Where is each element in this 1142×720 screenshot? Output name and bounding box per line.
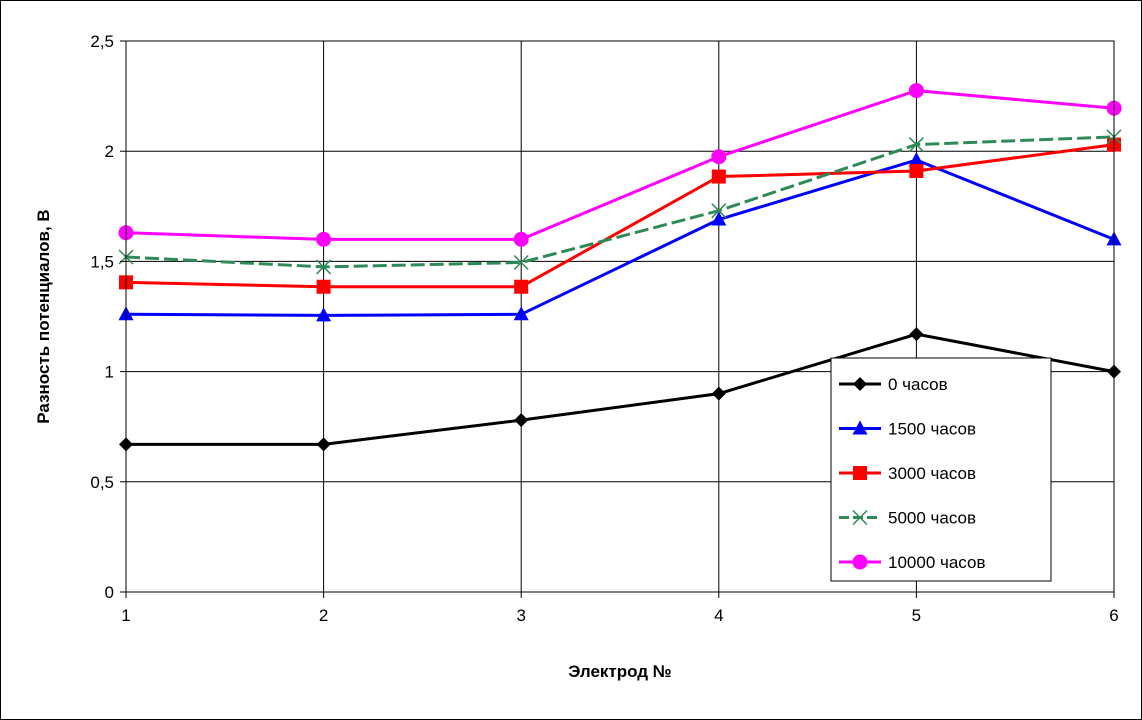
series-line [125,135,1115,269]
series-2 [119,137,1121,294]
legend-marker [852,509,868,526]
series-line [125,143,1115,289]
legend-marker [852,420,868,435]
data-point [711,149,727,165]
legend-label: 3000 часов [888,464,976,483]
x-marker-stroke [513,254,529,271]
x-tick-label: 1 [121,606,130,625]
y-axis-title: Разность потенциалов, В [34,209,53,423]
x-tick-label: 3 [516,606,525,625]
x-tick-label: 4 [714,606,723,625]
series-3 [118,129,1122,275]
x-marker-stroke [908,137,924,153]
data-point [514,279,529,294]
data-point [513,306,529,321]
data-point [316,231,332,247]
legend-item: 5000 часов [839,509,976,528]
legend-marker [853,466,867,480]
legend-label: 1500 часов [888,420,976,439]
data-point [316,307,332,322]
series-line [125,158,1115,317]
y-tick-label: 2,5 [90,32,114,51]
x-marker-stroke [711,203,727,219]
axis-layer: 0 0,5 1 1,5 2 2,5 1 2 3 4 5 6 [90,32,1118,625]
series-4 [118,83,1122,247]
data-point [909,327,924,342]
legend-item: 0 часов [839,375,948,394]
data-point [514,413,529,428]
data-point [316,259,332,275]
series-line [126,332,1115,446]
legend-item: 1500 часов [839,420,976,439]
x-tick-label: 2 [319,606,328,625]
legend-item: 3000 часов [839,464,976,483]
legend-marker [853,377,867,391]
legend-marker [852,554,868,570]
legend-box [830,357,1052,582]
data-point [711,386,726,401]
y-tick-label: 2 [105,142,114,161]
x-marker-stroke [852,509,868,526]
legend-item: 10000 часов [839,553,985,572]
legend-label: 5000 часов [888,509,976,528]
data-point [316,437,331,452]
data-point [909,164,924,179]
y-tick-label: 0,5 [90,473,114,492]
legend: 0 часов 1500 часов 3000 часов 5000 часов 100… [830,357,1052,582]
series-1 [118,152,1122,322]
x-marker-stroke [316,259,332,275]
series-line [125,89,1115,241]
legend-label: 0 часов [888,375,948,394]
x-axis-title: Электрод № [568,662,672,681]
data-point [513,231,529,247]
legend-label: 10000 часов [888,553,985,572]
y-tick-label: 1,5 [90,252,114,271]
y-tick-label: 0 [105,583,114,602]
data-point [513,254,529,271]
data-point [711,211,727,226]
plot-area-border [125,40,1115,593]
data-point [908,137,924,153]
data-point [711,169,726,184]
data-point [316,279,331,294]
x-tick-label: 6 [1109,606,1118,625]
series-layer [118,83,1122,452]
data-point [908,152,924,167]
y-tick-label: 1 [105,363,114,382]
data-point [711,203,727,219]
x-tick-label: 5 [912,606,921,625]
series-0 [119,327,1121,452]
data-point [908,83,924,99]
